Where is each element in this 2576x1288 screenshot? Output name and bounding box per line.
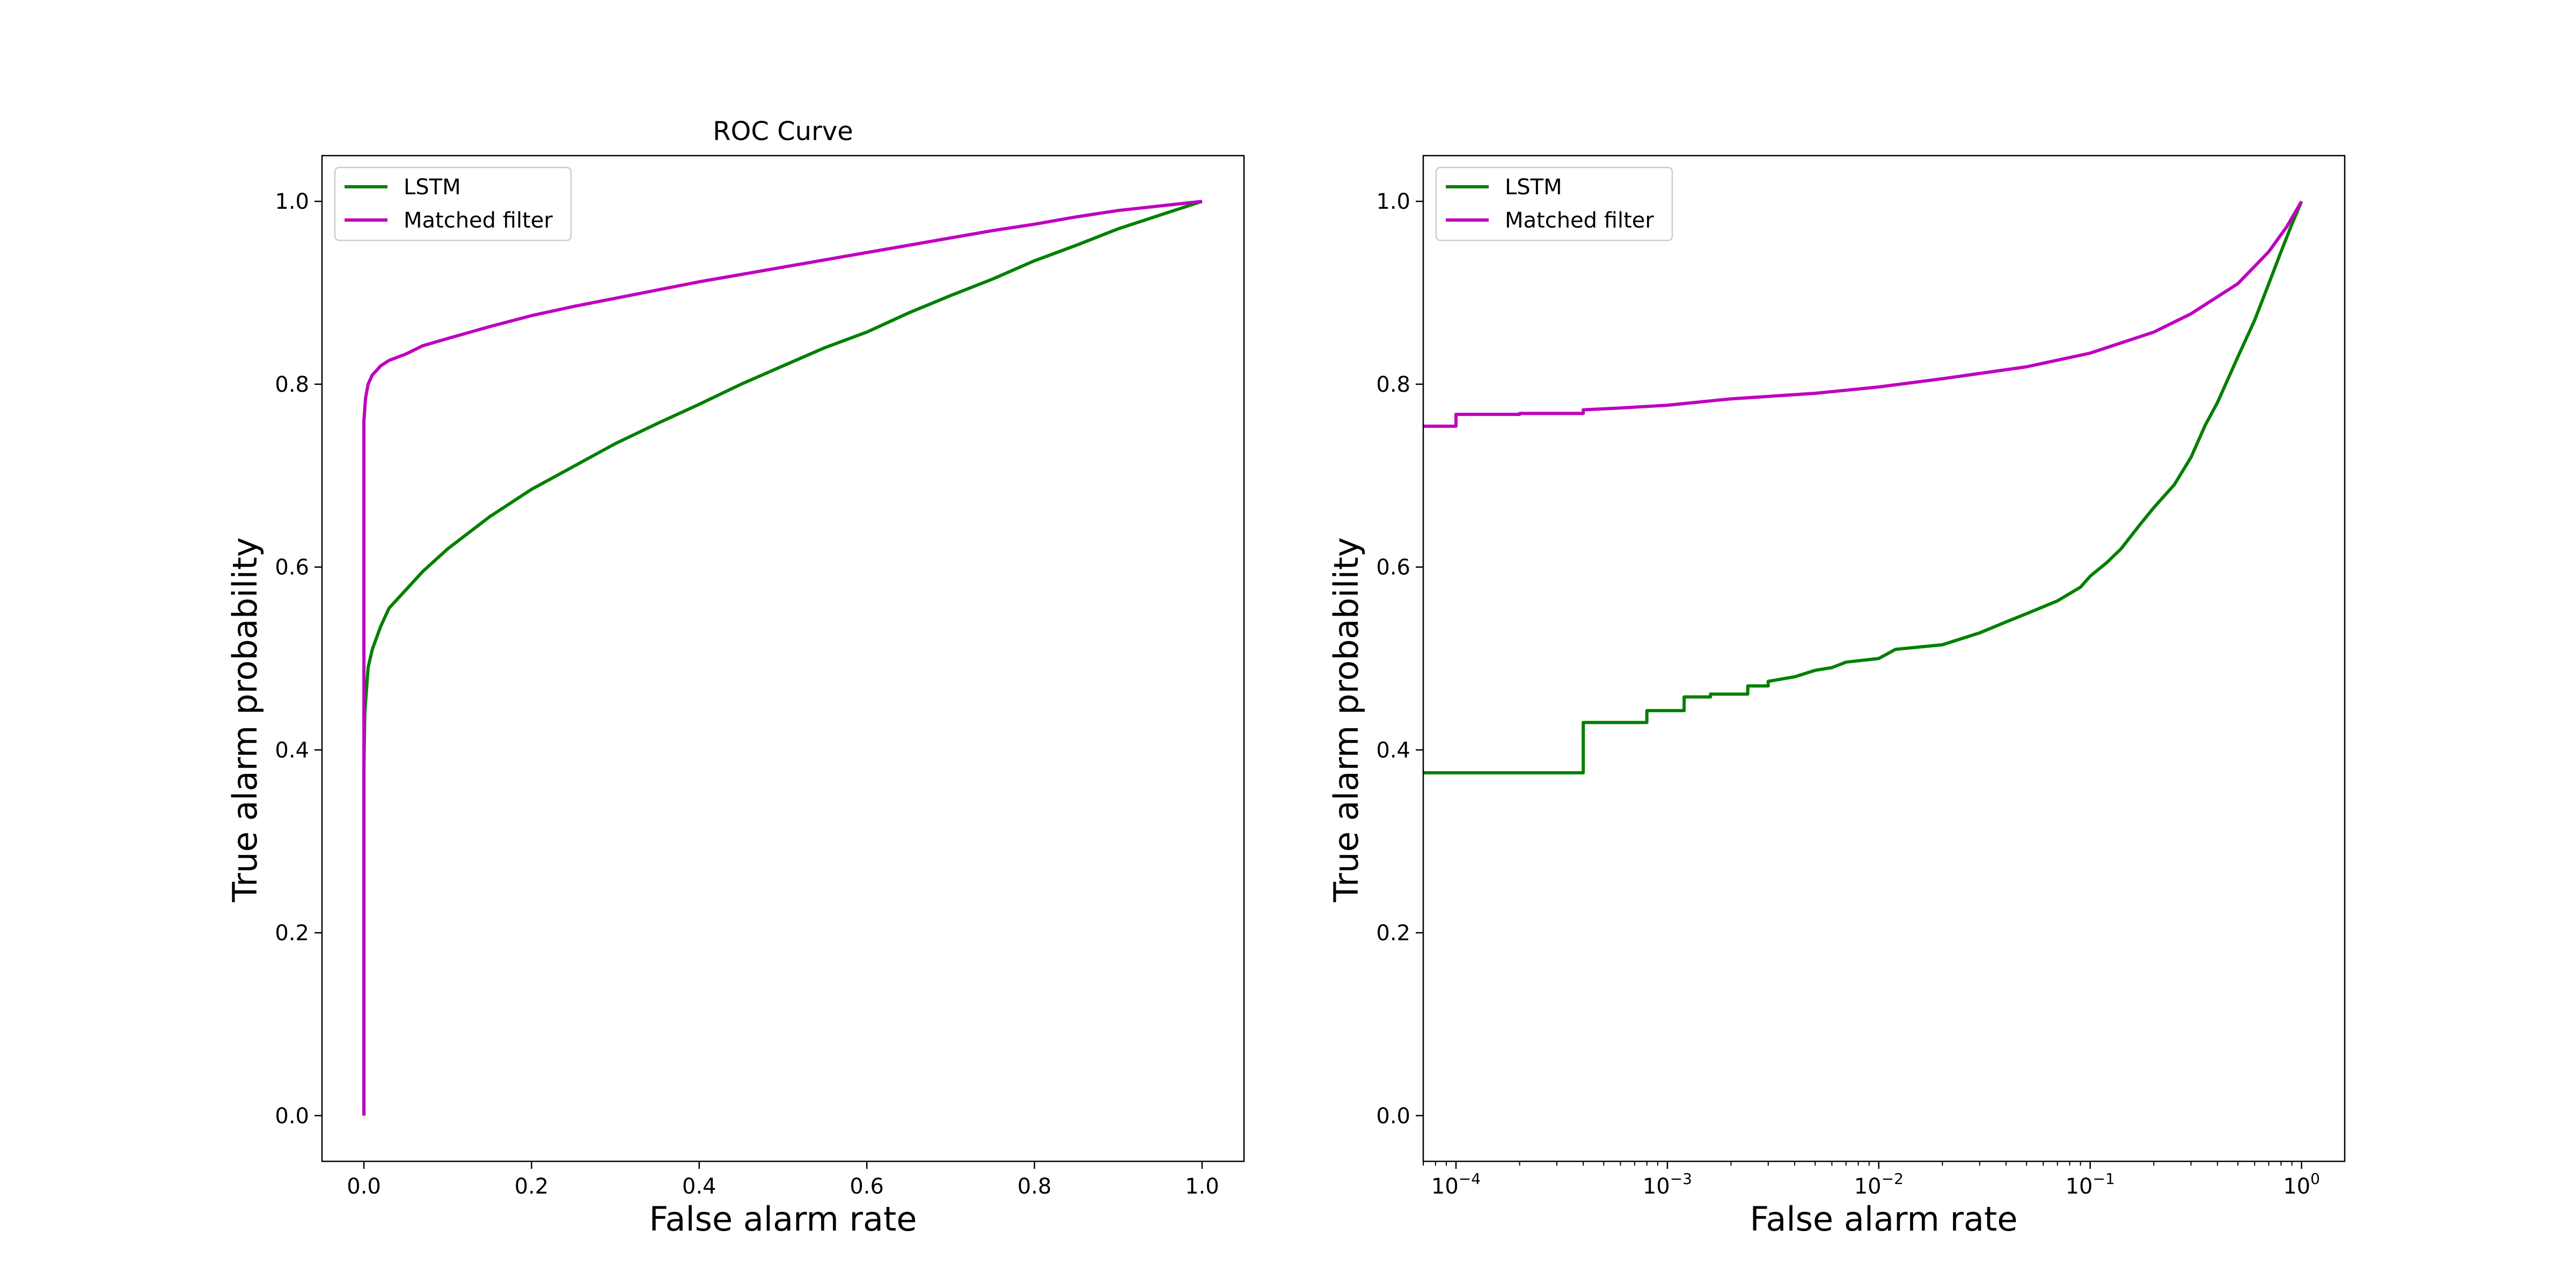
y-tick-label: 0.4 (1376, 738, 1410, 763)
y-tick-label: 0.2 (275, 921, 309, 946)
y-tick-label: 0.8 (275, 372, 309, 397)
legend-label-matched-filter: Matched filter (1505, 208, 1654, 233)
legend-box (1435, 166, 1673, 241)
series-line-lstm (1423, 201, 2303, 774)
x-tick-label: 0.6 (850, 1174, 884, 1199)
y-tick-label: 0.0 (275, 1104, 309, 1129)
y-tick-label: 0.6 (1376, 555, 1410, 580)
y-tick-label: 1.0 (1376, 189, 1410, 214)
roc-log-panel: 0.0 0.2 0.4 0.6 0.8 1.0 10−4 10−3 10−2 10−1 100 LS… (1327, 155, 2346, 1239)
legend-label-matched-filter: Matched filter (404, 208, 553, 233)
y-tick-label: 0.0 (1376, 1104, 1410, 1129)
x-tick-label: 0.8 (1018, 1174, 1052, 1199)
axes-frame (321, 155, 1245, 1162)
y-tick-label: 0.2 (1376, 921, 1410, 946)
series-line-matched-filter (362, 200, 1203, 1116)
x-axis-label: False alarm rate (1750, 1199, 2018, 1239)
series-line-matched-filter (1423, 200, 2303, 428)
y-tick-label: 0.6 (275, 555, 309, 580)
x-tick-label: 10−1 (2066, 1170, 2115, 1199)
y-axis-label: True alarm probability (225, 537, 265, 903)
x-tick-label: 0.2 (515, 1174, 549, 1199)
x-tick-label: 0.0 (347, 1174, 381, 1199)
axes-frame (1422, 155, 2346, 1162)
plot-area: 0.0 0.2 0.4 0.6 0.8 1.0 10−4 10−3 10−2 10−1 100 (1376, 155, 2346, 1199)
y-axis-label: True alarm probability (1327, 537, 1366, 903)
y-tick-label: 1.0 (275, 189, 309, 214)
panel-title: ROC Curve (713, 116, 853, 147)
y-tick-label: 0.8 (1376, 372, 1410, 397)
y-tick-label: 0.4 (275, 738, 309, 763)
legend: LSTM Matched filter (334, 166, 572, 241)
x-tick-label: 0.4 (682, 1174, 716, 1199)
x-tick-label: 10−4 (1431, 1170, 1481, 1199)
roc-linear-panel: ROC Curve 0.0 0.2 0.4 0.6 0.8 1.0 0.0 0.2 0.4 0.6… (225, 116, 1245, 1239)
legend-label-lstm: LSTM (1505, 175, 1562, 200)
legend-box (334, 166, 572, 241)
legend: LSTM Matched filter (1435, 166, 1673, 241)
x-tick-label: 10−2 (1854, 1170, 1904, 1199)
x-axis-label: False alarm rate (649, 1199, 917, 1239)
legend-label-lstm: LSTM (404, 175, 461, 200)
series-line-lstm (362, 200, 1203, 1116)
plot-area: 0.0 0.2 0.4 0.6 0.8 1.0 0.0 0.2 0.4 0.6 0.8 1.0 (275, 155, 1245, 1199)
x-tick-label: 100 (2283, 1170, 2320, 1199)
x-tick-label: 10−3 (1643, 1170, 1692, 1199)
x-tick-label: 1.0 (1185, 1174, 1219, 1199)
